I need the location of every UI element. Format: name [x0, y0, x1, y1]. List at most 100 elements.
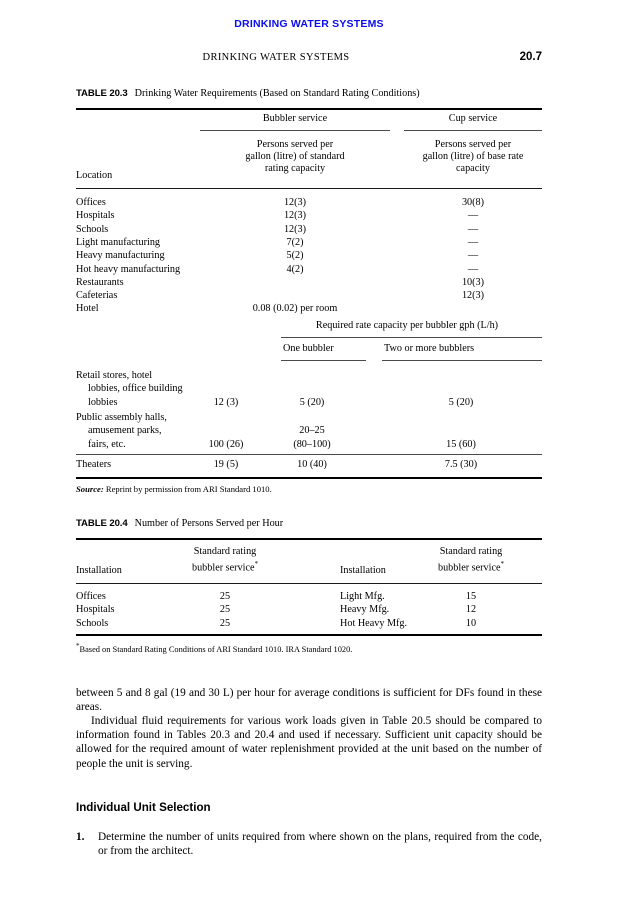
table-cell-cup: 30(8)	[461, 197, 485, 208]
section-heading: Individual Unit Selection	[76, 801, 211, 814]
table-cell-bubbler: 7(2)	[286, 236, 304, 248]
table-20-4-caption: TABLE 20.4 Number of Persons Served per H…	[76, 518, 546, 529]
list-item-text: Determine the number of units required f…	[98, 831, 542, 858]
table-20-3-two-or-more-underline	[382, 360, 542, 361]
table-20-3-one-bubbler-underline	[281, 360, 366, 361]
source-label: Source:	[76, 484, 104, 494]
table-20-3-label: TABLE 20.3	[76, 88, 128, 99]
table-20-3-spanner-rule	[281, 337, 542, 338]
table-cell-bubbler: 4(2)	[286, 263, 304, 275]
table-20-4-caption-text: Number of Persons Served per Hour	[134, 518, 284, 529]
table-cell-install-left: Offices	[76, 591, 106, 602]
table-20-4-bottom-rule	[76, 634, 542, 636]
table-cell-location: Retail stores, hotel	[76, 370, 153, 381]
table-cell-value-left: 25	[219, 591, 231, 602]
table-20-3-header-rule	[76, 188, 542, 189]
table-20-3-top-rule	[76, 108, 542, 110]
footnote-star: *	[76, 642, 80, 650]
running-head-title: DRINKING WATER SYSTEMS	[202, 52, 350, 63]
table-cell-value-left: 25	[219, 604, 231, 616]
table-row: Heavy manufacturing	[76, 250, 165, 262]
table-row: Hospitals	[76, 210, 115, 222]
table-20-4-colhead-rating-right-l1: Standard rating	[439, 546, 503, 557]
table-20-3-source-note: Source: Reprint by permission from ARI S…	[76, 484, 546, 495]
table-cell-location: fairs, etc.	[88, 438, 126, 450]
table-cell-col3: 15 (60)	[446, 438, 476, 450]
table-20-3-caption-text: Drinking Water Requirements (Based on St…	[134, 88, 420, 99]
table-20-4-colhead-rating-right-l2: bubbler service*	[400, 558, 542, 574]
table-20-4-colhead-rating-left-l2: bubbler service*	[160, 558, 290, 574]
table-cell-location: lobbies	[88, 396, 118, 408]
table-20-3-colhead-bubbler-l3: rating capacity	[264, 163, 326, 174]
table-cell-cup: —	[467, 210, 479, 222]
footnote-text: Based on Standard Rating Conditions of A…	[79, 644, 353, 654]
table-cell-install-left: Hospitals	[76, 604, 115, 616]
table-20-3-spanner-required-rate: Required rate capacity per bubbler gph (…	[315, 320, 499, 331]
table-cell-install-left: Schools	[76, 617, 109, 629]
source-text: Reprint by permission from ARI Standard …	[105, 484, 272, 494]
table-cell-value-right: 12	[465, 604, 477, 616]
table-cell-value-left: 25	[219, 617, 231, 629]
table-20-3-bubbler-underline	[200, 130, 390, 131]
table-cell-col3: 5 (20)	[448, 396, 474, 408]
table-20-4-footnote: *Based on Standard Rating Conditions of …	[76, 641, 546, 655]
table-20-4-colhead-installation-right: Installation	[340, 565, 386, 576]
page-folio: 20.7	[519, 51, 542, 63]
table-cell-bubbler: 12(3)	[283, 223, 307, 235]
table-20-3-theaters-col3: 7.5 (30)	[444, 459, 478, 470]
table-cell-cup: 10(3)	[461, 276, 485, 288]
list-item-number: 1.	[76, 831, 85, 843]
table-20-3-group-header-bubbler: Bubbler service	[262, 113, 328, 124]
table-row: Light manufacturing	[76, 236, 161, 248]
table-cell-install-right: Hot Heavy Mfg.	[340, 617, 408, 629]
body-paragraph-2: Individual fluid requirements for variou…	[76, 715, 542, 770]
table-cell-col1: 12 (3)	[213, 396, 239, 408]
table-20-3-colhead-cup-l3: capacity	[456, 163, 490, 174]
table-cell-value-right: 15	[465, 591, 477, 602]
table-cell-cup: 12(3)	[461, 290, 485, 302]
table-cell-col1: 100 (26)	[208, 438, 244, 450]
table-cell-col2: 5 (20)	[299, 396, 325, 408]
table-cell-install-right: Light Mfg.	[340, 591, 385, 602]
table-cell-cup: —	[467, 263, 479, 275]
table-20-3-cup-underline	[404, 130, 542, 131]
table-20-3-theaters-location: Theaters	[76, 459, 112, 470]
table-20-3-colhead-cup-l2: gallon (litre) of base rate	[422, 151, 524, 162]
table-cell-bubbler: 12(3)	[283, 197, 307, 208]
table-cell-cup: —	[467, 223, 479, 235]
table-20-4-label: TABLE 20.4	[76, 518, 128, 529]
table-20-3-caption: TABLE 20.3 Drinking Water Requirements (B…	[76, 88, 546, 99]
table-row: Restaurants	[76, 276, 124, 288]
table-cell-value-right: 10	[465, 617, 477, 629]
footnote-marker-right: *	[500, 560, 505, 568]
table-20-3-theaters-col2: 10 (40)	[297, 459, 327, 470]
table-20-3-theaters-col1: 19 (5)	[213, 459, 239, 470]
table-20-3-colhead-bubbler-l2: gallon (litre) of standard	[245, 151, 345, 162]
list-item: 1. Determine the number of units require…	[76, 830, 542, 858]
table-row: Offices	[76, 197, 106, 208]
table-cell-location: Public assembly halls,	[76, 412, 167, 423]
rating-left-l2-text: bubbler service	[191, 562, 255, 574]
footnote-marker-left: *	[254, 560, 259, 568]
table-20-3-hotel-location: Hotel	[76, 303, 99, 314]
table-20-3-colhead-cup-l1: Persons served per	[434, 139, 512, 150]
table-20-4-top-rule	[76, 538, 542, 540]
table-cell-location: amusement parks,	[88, 425, 162, 437]
table-cell-install-right: Heavy Mfg.	[340, 604, 390, 616]
table-20-3-colhead-location: Location	[76, 170, 113, 181]
table-cell-col2: 20–25	[299, 425, 325, 437]
rating-right-l2-text: bubbler service	[437, 562, 501, 574]
running-head-row: DRINKING WATER SYSTEMS 20.7	[76, 51, 542, 68]
table-cell-cup: —	[467, 236, 479, 248]
table-cell-cup: —	[467, 250, 479, 262]
table-cell-bubbler: 12(3)	[283, 210, 307, 222]
table-20-3-colhead-two-or-more: Two or more bubblers	[384, 343, 475, 354]
table-row: Schools	[76, 223, 109, 235]
table-20-3-theaters-rule	[76, 454, 542, 455]
table-20-4-colhead-installation-left: Installation	[76, 565, 122, 576]
table-20-3-bottom-rule	[76, 477, 542, 479]
table-cell-bubbler: 5(2)	[286, 250, 304, 262]
table-20-4-header-rule	[76, 583, 542, 584]
table-20-4-colhead-rating-left-l1: Standard rating	[193, 546, 257, 557]
